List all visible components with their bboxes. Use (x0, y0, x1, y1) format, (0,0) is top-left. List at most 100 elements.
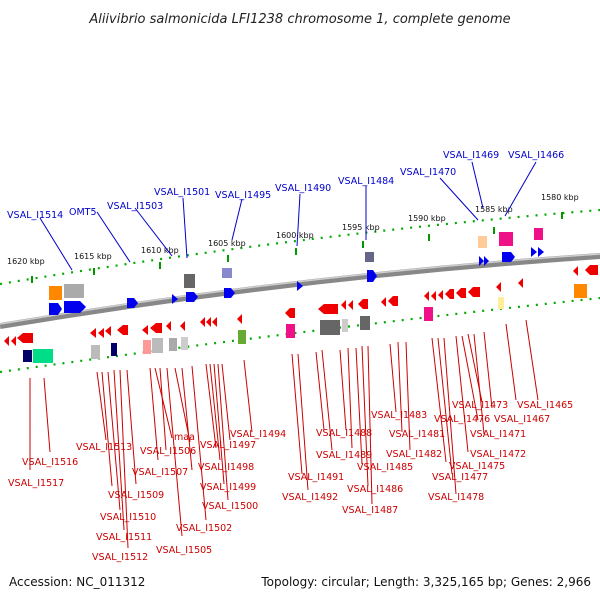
gene-arrow (573, 266, 578, 276)
reverse-gene-labels: VSAL_I1516 VSAL_I1517 VSAL_I1513 VSAL_I1… (8, 400, 573, 563)
gene-label-reverse: VSAL_I1498 (198, 462, 254, 473)
gene-label-forward: OMT5 (69, 207, 97, 218)
kbp-label: 1610 kbp (141, 246, 179, 255)
gene-label-reverse: VSAL_I1511 (96, 532, 152, 543)
gene-arrow (186, 292, 198, 302)
gene-arrow (456, 288, 466, 298)
gene-label-reverse: VSAL_I1467 (494, 414, 550, 425)
topology-text: Topology: circular; Length: 3,325,165 bp… (260, 575, 591, 589)
chromosome-backbone (0, 253, 600, 329)
gene-block (498, 297, 504, 309)
gene-arrow (180, 321, 185, 331)
gene-label-reverse: VSAL_I1502 (176, 523, 232, 534)
gene-label-reverse: VSAL_I1488 (316, 428, 372, 439)
gene-block (169, 338, 177, 351)
scale-labels: 1620 kbp 1615 kbp 1610 kbp 1605 kbp 1600… (7, 193, 579, 266)
gene-block (365, 252, 374, 262)
gene-arrow (381, 297, 386, 307)
gene-arrow (468, 287, 480, 297)
gene-arrow (318, 304, 338, 314)
gene-block (184, 274, 195, 288)
gene-label-forward: VSAL_I1503 (107, 201, 163, 212)
gene-label-forward: VSAL_I1470 (400, 167, 456, 178)
scale-ticks (31, 212, 563, 283)
gene-arrow (11, 336, 16, 346)
gene-arrow (424, 291, 429, 301)
gene-label-reverse: VSAL_I1489 (316, 450, 372, 461)
reverse-strand-genes (4, 265, 598, 363)
gene-arrow (117, 325, 128, 335)
accession-text: Accession: NC_011312 (9, 575, 145, 589)
gene-block (143, 340, 151, 354)
gene-block (342, 319, 348, 332)
gene-label-reverse: VSAL_I1485 (357, 462, 413, 473)
gene-arrow (105, 326, 111, 336)
gene-block (33, 349, 53, 363)
kbp-label: 1615 kbp (74, 252, 112, 261)
gene-arrow (297, 281, 303, 291)
gene-arrow (142, 325, 148, 335)
scale-ring-outer (0, 208, 600, 286)
gene-arrow (531, 247, 537, 257)
gene-label-forward: VSAL_I1501 (154, 187, 210, 198)
gene-arrow (150, 323, 162, 333)
gene-arrow (90, 328, 96, 338)
gene-block (49, 286, 62, 300)
gene-label-forward: VSAL_I1484 (338, 176, 394, 187)
gene-label-forward: VSAL_I1490 (275, 183, 331, 194)
forward-leader-lines (39, 161, 537, 271)
kbp-label: 1595 kbp (342, 223, 380, 232)
gene-label-reverse: VSAL_I1500 (202, 501, 258, 512)
gene-label-reverse: VSAL_I1483 (371, 410, 427, 421)
gene-arrow (200, 317, 205, 327)
gene-label-reverse: VSAL_I1506 (140, 446, 196, 457)
gene-arrow (438, 290, 443, 300)
gene-label-reverse: VSAL_I1478 (428, 492, 484, 503)
gene-arrow (388, 296, 398, 306)
gene-label-reverse: VSAL_I1473 (452, 400, 508, 411)
gene-arrow (445, 289, 454, 299)
gene-label-reverse: VSAL_I1516 (22, 457, 78, 468)
forward-strand-genes (49, 228, 544, 315)
gene-block (181, 337, 188, 350)
gene-label-reverse: VSAL_I1505 (156, 545, 212, 556)
gene-arrow (496, 282, 501, 292)
gene-arrow (49, 303, 62, 315)
gene-label-reverse: VSAL_I1492 (282, 492, 338, 503)
kbp-label: 1580 kbp (541, 193, 579, 202)
gene-label-reverse: VSAL_I1471 (470, 429, 526, 440)
gene-arrow (431, 291, 436, 301)
kbp-label: 1605 kbp (208, 239, 246, 248)
gene-arrow (212, 317, 217, 327)
gene-arrow (479, 256, 484, 266)
gene-label-reverse: VSAL_I1512 (92, 552, 148, 563)
gene-arrow (518, 278, 523, 288)
gene-label-forward: VSAL_I1495 (215, 190, 271, 201)
gene-arrow (172, 294, 178, 304)
gene-arrow (358, 299, 368, 309)
gene-label-reverse: VSAL_I1472 (470, 449, 526, 460)
gene-arrow (98, 328, 104, 338)
gene-label-reverse: VSAL_I1513 (76, 442, 132, 453)
gene-label-reverse: VSAL_I1497 (200, 440, 256, 451)
gene-arrow (224, 288, 235, 298)
gene-block (534, 228, 543, 240)
gene-arrow (348, 300, 353, 310)
gene-block (111, 343, 117, 356)
gene-block (238, 330, 246, 344)
gene-block (574, 284, 587, 298)
gene-label-reverse: VSAL_I1507 (132, 467, 188, 478)
map-title: Aliivibrio salmonicida LFI1238 chromosom… (88, 12, 510, 27)
gene-arrow (166, 321, 171, 331)
gene-label-reverse: VSAL_I1475 (449, 461, 505, 472)
gene-arrow (4, 336, 9, 346)
kbp-label: 1585 kbp (475, 205, 513, 214)
gene-label-forward: VSAL_I1469 (443, 150, 499, 161)
gene-block (424, 307, 433, 321)
gene-block (286, 324, 295, 338)
gene-label-reverse: VSAL_I1477 (432, 472, 488, 483)
reverse-leader-lines (29, 319, 539, 549)
gene-label-reverse: VSAL_I1487 (342, 505, 398, 516)
gene-arrow (17, 333, 33, 343)
